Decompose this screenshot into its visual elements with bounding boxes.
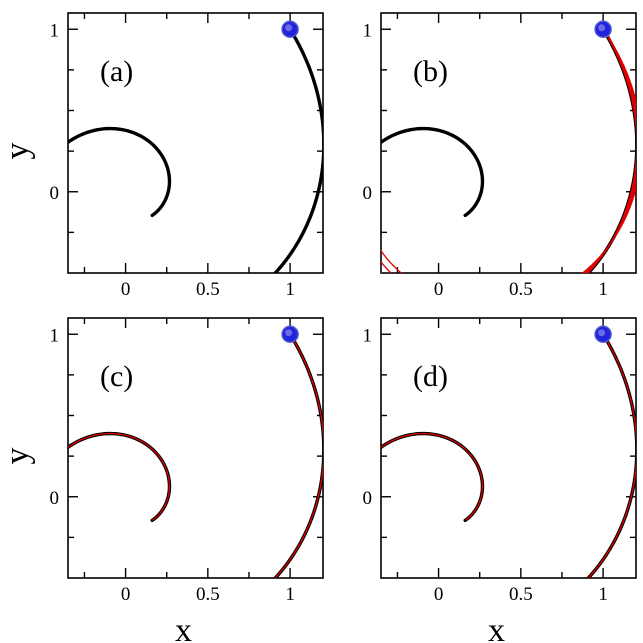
x-axis-label: x xyxy=(175,612,192,643)
y-tick-label: 1 xyxy=(363,325,373,346)
panel-label: (b) xyxy=(413,55,448,88)
y-axis-label: y xyxy=(0,448,36,465)
curves xyxy=(381,27,636,273)
start-marker-highlight xyxy=(285,24,293,32)
x-tick-label: 1 xyxy=(285,584,295,605)
x-tick-label: 0 xyxy=(434,584,444,605)
model-curve xyxy=(381,28,636,273)
y-axis-label: y xyxy=(0,143,36,160)
x-tick-label: 1 xyxy=(285,279,295,300)
panel-a: 0 0.5 1 0 1 y (a) xyxy=(0,12,324,300)
panel-label: (c) xyxy=(100,360,133,393)
panel-label: (a) xyxy=(100,55,133,88)
y-tick-label: 1 xyxy=(50,20,60,41)
trajectory-line xyxy=(68,27,323,273)
model-curve xyxy=(381,333,636,578)
model-curve xyxy=(68,333,323,578)
y-tick-label: 1 xyxy=(50,325,60,346)
x-tick-label: 0.5 xyxy=(509,584,533,605)
y-tick-label: 1 xyxy=(363,20,373,41)
panel-label: (d) xyxy=(413,360,448,393)
panel-d: 0 0.5 1 0 1 x (d) xyxy=(363,317,637,643)
x-tick-label: 0.5 xyxy=(196,584,220,605)
trajectory-line xyxy=(381,332,636,578)
plot-frame xyxy=(380,317,637,579)
x-tick-label: 0 xyxy=(121,279,131,300)
model-curve xyxy=(381,28,636,273)
trajectory-line xyxy=(68,332,323,578)
start-marker-highlight xyxy=(598,24,606,32)
plot-frame xyxy=(67,317,324,579)
x-tick-label: 1 xyxy=(598,584,608,605)
y-tick-label: 0 xyxy=(50,183,60,204)
y-tick-label: 0 xyxy=(363,183,373,204)
y-tick-label: 0 xyxy=(363,488,373,509)
panel-c: 0 0.5 1 0 1 y x (c) xyxy=(0,317,324,643)
start-marker-highlight xyxy=(598,329,606,337)
x-tick-label: 0.5 xyxy=(196,279,220,300)
plot-frame xyxy=(67,12,324,274)
model-curve xyxy=(587,28,636,273)
x-tick-label: 1 xyxy=(598,279,608,300)
x-tick-label: 0.5 xyxy=(509,279,533,300)
curves xyxy=(381,332,636,578)
y-tick-label: 0 xyxy=(50,488,60,509)
x-axis-label: x xyxy=(488,612,505,643)
start-marker-highlight xyxy=(285,329,293,337)
curves xyxy=(68,27,323,273)
model-curve xyxy=(586,28,636,273)
curves xyxy=(68,332,323,578)
panel-b: 0 0.5 1 0 1 (b) xyxy=(363,12,637,300)
trajectory-line xyxy=(381,27,636,273)
x-tick-label: 0 xyxy=(434,279,444,300)
x-tick-label: 0 xyxy=(121,584,131,605)
plot-frame xyxy=(380,12,637,274)
